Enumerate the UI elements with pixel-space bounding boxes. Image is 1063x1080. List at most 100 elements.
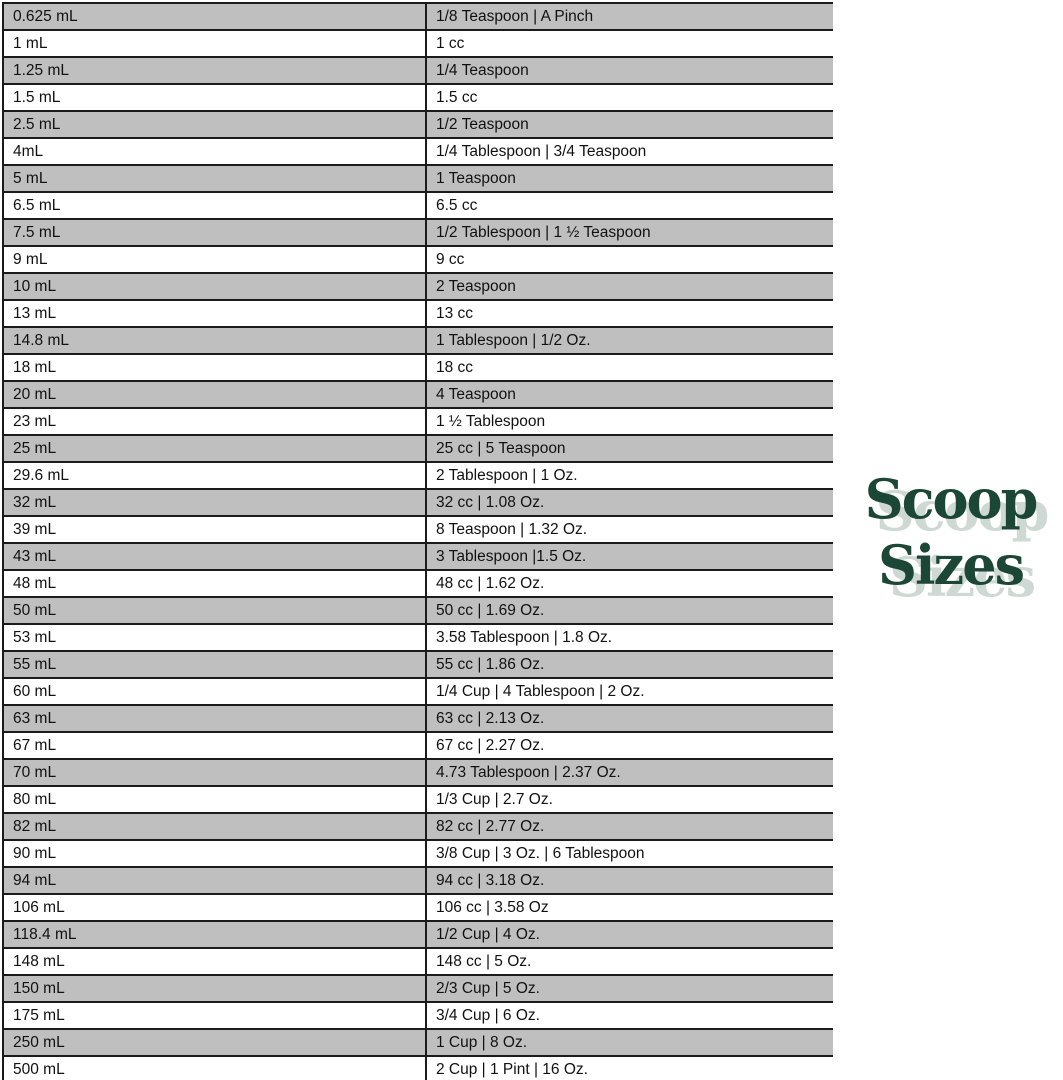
ml-cell: 23 mL — [2, 407, 426, 436]
conversion-cell: 55 cc | 1.86 Oz. — [425, 650, 833, 679]
table-row: 48 mL 48 cc | 1.62 Oz. — [2, 569, 833, 598]
ml-cell: 7.5 mL — [2, 218, 426, 247]
table-row: 13 mL 13 cc — [2, 299, 833, 328]
table-row: 9 mL 9 cc — [2, 245, 833, 274]
ml-cell: 175 mL — [2, 1001, 426, 1030]
table-row: 32 mL 32 cc | 1.08 Oz. — [2, 488, 833, 517]
conversion-cell: 1/2 Cup | 4 Oz. — [425, 920, 833, 949]
ml-cell: 148 mL — [2, 947, 426, 976]
ml-cell: 29.6 mL — [2, 461, 426, 490]
table-row: 50 mL 50 cc | 1.69 Oz. — [2, 596, 833, 625]
conversion-cell: 1/3 Cup | 2.7 Oz. — [425, 785, 833, 814]
table-row: 2.5 mL 1/2 Teaspoon — [2, 110, 833, 139]
table-row: 63 mL 63 cc | 2.13 Oz. — [2, 704, 833, 733]
table-row: 39 mL 8 Teaspoon | 1.32 Oz. — [2, 515, 833, 544]
table-row: 1 mL 1 cc — [2, 29, 833, 58]
conversion-cell: 67 cc | 2.27 Oz. — [425, 731, 833, 760]
conversion-cell: 1/4 Cup | 4 Tablespoon | 2 Oz. — [425, 677, 833, 706]
table-row: 1.5 mL 1.5 cc — [2, 83, 833, 112]
conversion-cell: 4.73 Tablespoon | 2.37 Oz. — [425, 758, 833, 787]
table-row: 500 mL 2 Cup | 1 Pint | 16 Oz. — [2, 1055, 833, 1080]
conversion-cell: 1 Cup | 8 Oz. — [425, 1028, 833, 1057]
table-row: 25 mL 25 cc | 5 Teaspoon — [2, 434, 833, 463]
conversion-cell: 106 cc | 3.58 Oz — [425, 893, 833, 922]
conversion-cell: 3.58 Tablespoon | 1.8 Oz. — [425, 623, 833, 652]
conversion-table: 0.625 mL 1/8 Teaspoon | A Pinch 1 mL 1 cc 1.… — [2, 2, 833, 1080]
table-row: 250 mL 1 Cup | 8 Oz. — [2, 1028, 833, 1057]
ml-cell: 6.5 mL — [2, 191, 426, 220]
table-row: 148 mL 148 cc | 5 Oz. — [2, 947, 833, 976]
conversion-cell: 1/2 Tablespoon | 1 ½ Teaspoon — [425, 218, 833, 247]
table-row: 29.6 mL 2 Tablespoon | 1 Oz. — [2, 461, 833, 490]
conversion-cell: 2/3 Cup | 5 Oz. — [425, 974, 833, 1003]
ml-cell: 25 mL — [2, 434, 426, 463]
conversion-cell: 25 cc | 5 Teaspoon — [425, 434, 833, 463]
table-row: 82 mL 82 cc | 2.77 Oz. — [2, 812, 833, 841]
table-row: 14.8 mL 1 Tablespoon | 1/2 Oz. — [2, 326, 833, 355]
conversion-cell: 1.5 cc — [425, 83, 833, 112]
ml-cell: 106 mL — [2, 893, 426, 922]
conversion-cell: 82 cc | 2.77 Oz. — [425, 812, 833, 841]
conversion-cell: 1 ½ Tablespoon — [425, 407, 833, 436]
ml-cell: 1 mL — [2, 29, 426, 58]
ml-cell: 94 mL — [2, 866, 426, 895]
conversion-cell: 3/8 Cup | 3 Oz. | 6 Tablespoon — [425, 839, 833, 868]
scoop-sizes-logo: Scoop Sizes — [838, 466, 1063, 598]
table-row: 53 mL 3.58 Tablespoon | 1.8 Oz. — [2, 623, 833, 652]
ml-cell: 20 mL — [2, 380, 426, 409]
table-row: 175 mL 3/4 Cup | 6 Oz. — [2, 1001, 833, 1030]
ml-cell: 150 mL — [2, 974, 426, 1003]
table-row: 106 mL 106 cc | 3.58 Oz — [2, 893, 833, 922]
ml-cell: 90 mL — [2, 839, 426, 868]
table-row: 5 mL 1 Teaspoon — [2, 164, 833, 193]
conversion-cell: 2 Teaspoon — [425, 272, 833, 301]
conversion-cell: 4 Teaspoon — [425, 380, 833, 409]
conversion-cell: 2 Tablespoon | 1 Oz. — [425, 461, 833, 490]
conversion-cell: 50 cc | 1.69 Oz. — [425, 596, 833, 625]
ml-cell: 53 mL — [2, 623, 426, 652]
ml-cell: 0.625 mL — [2, 2, 426, 31]
ml-cell: 70 mL — [2, 758, 426, 787]
conversion-cell: 8 Teaspoon | 1.32 Oz. — [425, 515, 833, 544]
conversion-cell: 2 Cup | 1 Pint | 16 Oz. — [425, 1055, 833, 1080]
conversion-cell: 9 cc — [425, 245, 833, 274]
table-row: 1.25 mL 1/4 Teaspoon — [2, 56, 833, 85]
conversion-table-body: 0.625 mL 1/8 Teaspoon | A Pinch 1 mL 1 cc 1.… — [2, 2, 833, 1080]
conversion-cell: 148 cc | 5 Oz. — [425, 947, 833, 976]
table-row: 10 mL 2 Teaspoon — [2, 272, 833, 301]
conversion-cell: 1/8 Teaspoon | A Pinch — [425, 2, 833, 31]
table-row: 20 mL 4 Teaspoon — [2, 380, 833, 409]
ml-cell: 32 mL — [2, 488, 426, 517]
ml-cell: 1.25 mL — [2, 56, 426, 85]
conversion-cell: 1 Tablespoon | 1/2 Oz. — [425, 326, 833, 355]
ml-cell: 5 mL — [2, 164, 426, 193]
ml-cell: 50 mL — [2, 596, 426, 625]
conversion-cell: 1/2 Teaspoon — [425, 110, 833, 139]
table-row: 80 mL 1/3 Cup | 2.7 Oz. — [2, 785, 833, 814]
conversion-cell: 32 cc | 1.08 Oz. — [425, 488, 833, 517]
ml-cell: 9 mL — [2, 245, 426, 274]
table-row: 70 mL 4.73 Tablespoon | 2.37 Oz. — [2, 758, 833, 787]
conversion-cell: 18 cc — [425, 353, 833, 382]
conversion-cell: 3 Tablespoon |1.5 Oz. — [425, 542, 833, 571]
table-row: 4mL 1/4 Tablespoon | 3/4 Teaspoon — [2, 137, 833, 166]
table-row: 67 mL 67 cc | 2.27 Oz. — [2, 731, 833, 760]
conversion-cell: 48 cc | 1.62 Oz. — [425, 569, 833, 598]
table-row: 90 mL 3/8 Cup | 3 Oz. | 6 Tablespoon — [2, 839, 833, 868]
table-row: 60 mL 1/4 Cup | 4 Tablespoon | 2 Oz. — [2, 677, 833, 706]
conversion-cell: 1/4 Tablespoon | 3/4 Teaspoon — [425, 137, 833, 166]
ml-cell: 63 mL — [2, 704, 426, 733]
ml-cell: 10 mL — [2, 272, 426, 301]
ml-cell: 48 mL — [2, 569, 426, 598]
ml-cell: 55 mL — [2, 650, 426, 679]
ml-cell: 4mL — [2, 137, 426, 166]
ml-cell: 60 mL — [2, 677, 426, 706]
ml-cell: 500 mL — [2, 1055, 426, 1080]
ml-cell: 13 mL — [2, 299, 426, 328]
conversion-cell: 6.5 cc — [425, 191, 833, 220]
table-row: 0.625 mL 1/8 Teaspoon | A Pinch — [2, 2, 833, 31]
logo-line-1: Scoop — [864, 467, 1039, 531]
table-row: 6.5 mL 6.5 cc — [2, 191, 833, 220]
table-row: 55 mL 55 cc | 1.86 Oz. — [2, 650, 833, 679]
table-row: 94 mL 94 cc | 3.18 Oz. — [2, 866, 833, 895]
